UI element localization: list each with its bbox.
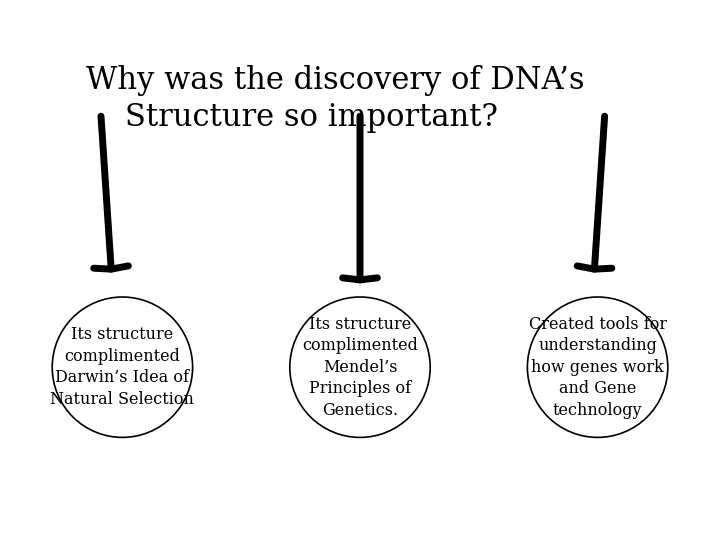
Ellipse shape [53, 297, 193, 437]
Text: Its structure
complimented
Darwin’s Idea of
Natural Selection: Its structure complimented Darwin’s Idea… [50, 326, 194, 408]
Ellipse shape [527, 297, 668, 437]
Ellipse shape [289, 297, 431, 437]
Text: Its structure
complimented
Mendel’s
Principles of
Genetics.: Its structure complimented Mendel’s Prin… [302, 315, 418, 419]
Text: Why was the discovery of DNA’s
    Structure so important?: Why was the discovery of DNA’s Structure… [86, 65, 585, 133]
Text: Created tools for
understanding
how genes work
and Gene
technology: Created tools for understanding how gene… [528, 315, 667, 419]
